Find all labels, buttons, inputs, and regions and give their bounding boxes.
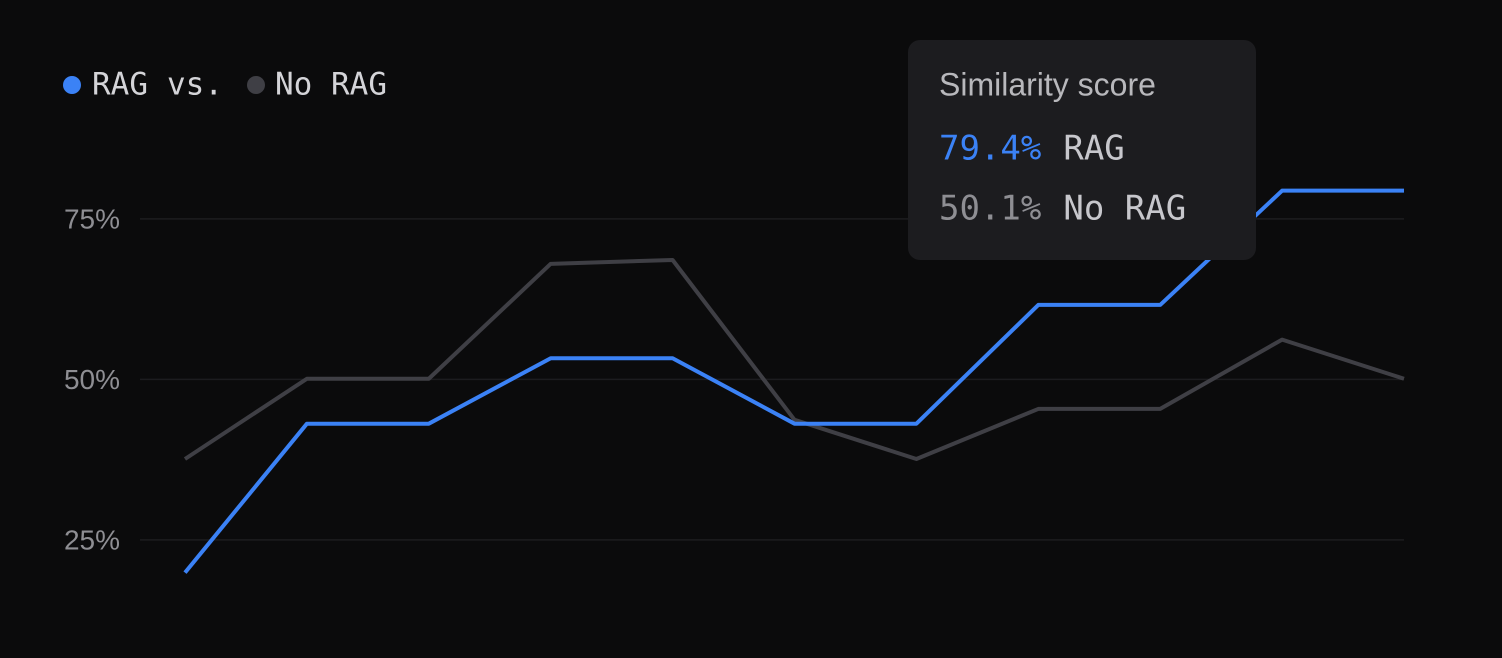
y-tick-label: 75% [64,203,120,234]
series-line [183,188,1404,574]
legend-dot [247,76,265,94]
tooltip: Similarity score 79.4% RAG 50.1% No RAG [908,40,1256,260]
tooltip-box [908,40,1256,260]
tooltip-series-name: RAG [1063,129,1124,169]
tooltip-series-name: No RAG [1063,189,1186,229]
tooltip-title: Similarity score [939,66,1156,102]
legend: RAG vs. No RAG [63,67,387,103]
lines [183,188,1405,574]
legend-label: RAG [92,67,148,103]
tooltip-value: 50.1% [939,189,1041,229]
y-tick-label: 25% [64,524,120,555]
legend-label: No RAG [275,67,387,103]
legend-dot [63,76,81,94]
tooltip-value: 79.4% [939,129,1041,169]
series-line [183,257,1405,461]
legend-separator: vs. [167,67,223,103]
y-tick-label: 50% [64,364,120,395]
